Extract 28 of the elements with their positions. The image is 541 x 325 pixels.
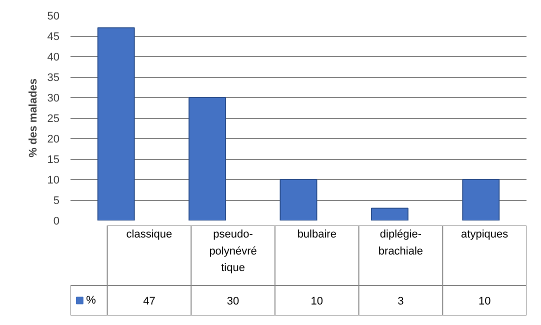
y-tick-label: 50: [47, 10, 60, 22]
legend-label: %: [86, 294, 96, 306]
data-label: 10: [478, 296, 491, 308]
y-tick-label: 40: [47, 52, 60, 64]
y-tick-label: 5: [53, 195, 60, 207]
y-tick-label: 25: [47, 113, 60, 125]
y-tick-label: 45: [47, 31, 60, 43]
bar: [188, 97, 226, 220]
data-label: 47: [143, 296, 156, 308]
x-tick-label: diplégie-brachiale: [378, 228, 424, 258]
bar: [280, 179, 318, 220]
bar: [462, 179, 500, 220]
data-label: 30: [226, 296, 240, 308]
data-label: 3: [398, 296, 404, 308]
y-tick-label: 0: [53, 216, 60, 228]
x-tick-label: pseudo-polynévrétique: [209, 228, 257, 274]
x-tick-label: classique: [126, 228, 172, 240]
bar: [97, 27, 135, 220]
y-axis-title: % des malades: [27, 78, 40, 158]
y-tick-label: 20: [47, 134, 60, 146]
bar: [370, 208, 408, 220]
y-tick-label: 10: [47, 174, 60, 186]
y-tick-label: 35: [47, 72, 60, 84]
y-tick-label: 15: [47, 154, 60, 166]
x-tick-label: bulbaire: [297, 228, 336, 240]
y-tick-label: 30: [47, 92, 60, 104]
data-label: 10: [310, 296, 324, 308]
x-tick-label: atypiques: [461, 228, 509, 240]
